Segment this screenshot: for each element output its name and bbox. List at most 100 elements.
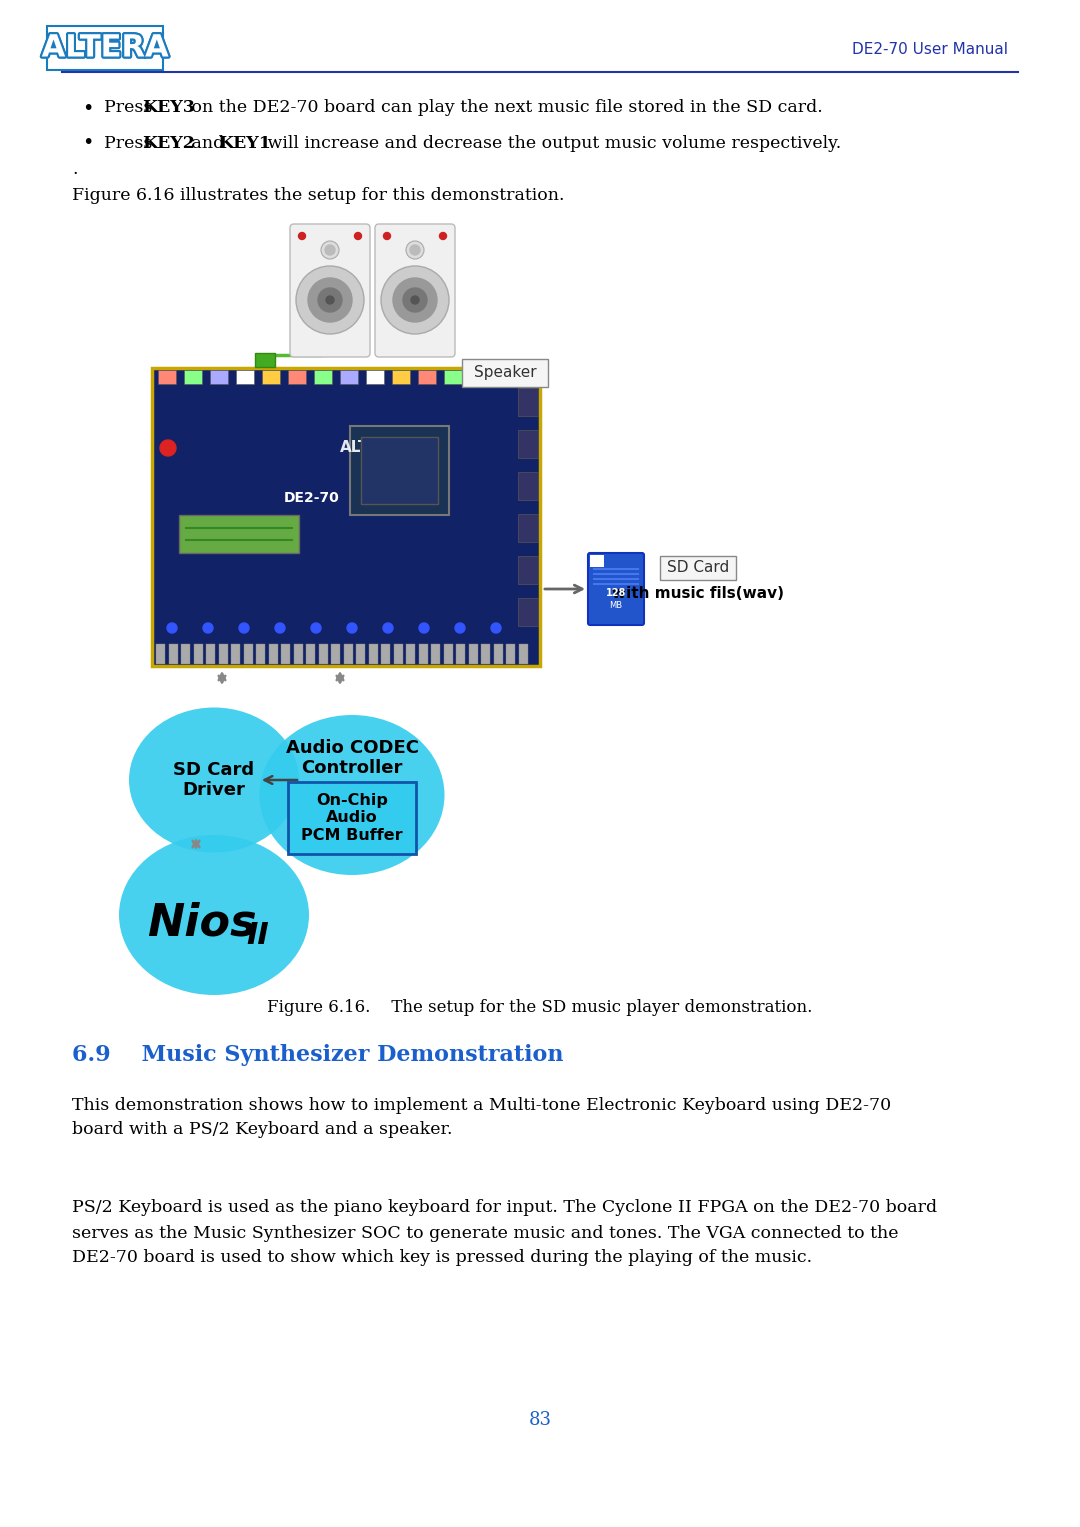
Text: ALTERA: ALTERA (340, 440, 404, 455)
Bar (518, 644, 527, 664)
Circle shape (275, 623, 285, 634)
Text: Figure 6.16 illustrates the setup for this demonstration.: Figure 6.16 illustrates the setup for th… (72, 188, 565, 205)
FancyBboxPatch shape (588, 553, 644, 625)
Text: board with a PS/2 Keyboard and a speaker.: board with a PS/2 Keyboard and a speaker… (72, 1121, 453, 1139)
Bar (494, 644, 502, 664)
Text: On-Chip
Audio
PCM Buffer: On-Chip Audio PCM Buffer (301, 793, 403, 843)
Text: •: • (82, 99, 93, 118)
Text: Press: Press (104, 134, 158, 151)
Ellipse shape (119, 835, 309, 996)
Text: Audio CODEC
Controller: Audio CODEC Controller (285, 739, 419, 777)
Bar (496, 370, 514, 383)
Text: Figure 6.16.    The setup for the SD music player demonstration.: Figure 6.16. The setup for the SD music … (268, 1000, 812, 1017)
Bar (393, 644, 403, 664)
Text: MB: MB (609, 600, 622, 609)
Bar (206, 644, 215, 664)
Ellipse shape (129, 707, 299, 852)
Circle shape (403, 289, 427, 312)
Text: ALTERA: ALTERA (42, 34, 168, 63)
Circle shape (411, 296, 419, 304)
Bar (288, 370, 306, 383)
Text: KEY2: KEY2 (141, 134, 194, 151)
Bar (444, 370, 462, 383)
Ellipse shape (259, 715, 445, 875)
Circle shape (167, 623, 177, 634)
Bar (340, 370, 357, 383)
Circle shape (296, 266, 364, 334)
Bar (507, 644, 515, 664)
Circle shape (440, 232, 446, 240)
Circle shape (406, 241, 424, 260)
Bar (184, 370, 202, 383)
Bar (518, 556, 538, 583)
Bar (381, 644, 390, 664)
Bar (168, 644, 177, 664)
Text: 128: 128 (606, 588, 626, 599)
Circle shape (419, 623, 429, 634)
Text: with music fils(wav): with music fils(wav) (612, 586, 784, 602)
Text: PS/2 Keyboard is used as the piano keyboard for input. The Cyclone II FPGA on th: PS/2 Keyboard is used as the piano keybo… (72, 1200, 937, 1217)
FancyBboxPatch shape (462, 359, 548, 386)
Bar (518, 431, 538, 458)
Text: .: . (72, 162, 78, 179)
Bar (518, 515, 538, 542)
FancyBboxPatch shape (350, 426, 449, 515)
FancyBboxPatch shape (288, 782, 416, 854)
Text: DE2-70 User Manual: DE2-70 User Manual (852, 43, 1008, 58)
Text: SD Card: SD Card (666, 560, 729, 576)
Circle shape (326, 296, 334, 304)
FancyBboxPatch shape (660, 556, 735, 580)
Bar (231, 644, 240, 664)
Circle shape (160, 440, 176, 457)
Bar (330, 644, 340, 664)
Bar (356, 644, 365, 664)
Bar (456, 644, 465, 664)
FancyBboxPatch shape (291, 224, 370, 357)
Bar (419, 644, 428, 664)
Bar (262, 370, 280, 383)
Bar (518, 599, 538, 626)
Circle shape (383, 623, 393, 634)
Bar (237, 370, 254, 383)
Bar (418, 370, 436, 383)
Circle shape (410, 244, 420, 255)
Bar (294, 644, 302, 664)
Circle shape (308, 278, 352, 322)
Text: KEY1: KEY1 (218, 134, 271, 151)
Bar (469, 644, 477, 664)
Bar (181, 644, 190, 664)
FancyBboxPatch shape (152, 368, 540, 666)
Text: KEY3: KEY3 (141, 99, 194, 116)
Circle shape (239, 623, 249, 634)
Text: II: II (246, 921, 269, 950)
Bar (444, 644, 453, 664)
Text: will increase and decrease the output music volume respectively.: will increase and decrease the output mu… (262, 134, 841, 151)
Bar (470, 370, 488, 383)
Bar (210, 370, 228, 383)
Circle shape (203, 623, 213, 634)
Bar (481, 644, 490, 664)
Circle shape (354, 232, 362, 240)
Bar (218, 644, 228, 664)
Text: ALTERA: ALTERA (42, 34, 168, 63)
Circle shape (318, 289, 342, 312)
Text: This demonstration shows how to implement a Multi-tone Electronic Keyboard using: This demonstration shows how to implemen… (72, 1096, 891, 1113)
FancyBboxPatch shape (375, 224, 455, 357)
Bar (306, 644, 315, 664)
Polygon shape (590, 554, 604, 567)
Bar (314, 370, 332, 383)
Bar (243, 644, 253, 664)
Text: DE2-70 board is used to show which key is pressed during the playing of the musi: DE2-70 board is used to show which key i… (72, 1249, 812, 1266)
Bar (193, 644, 203, 664)
Circle shape (325, 244, 335, 255)
Circle shape (347, 623, 357, 634)
Text: on the DE2-70 board can play the next music file stored in the SD card.: on the DE2-70 board can play the next mu… (186, 99, 823, 116)
Circle shape (298, 232, 306, 240)
FancyBboxPatch shape (361, 437, 438, 504)
Text: Speaker: Speaker (474, 365, 537, 380)
Circle shape (321, 241, 339, 260)
Text: SD Card
Driver: SD Card Driver (174, 760, 255, 800)
Text: serves as the Music Synthesizer SOC to generate music and tones. The VGA connect: serves as the Music Synthesizer SOC to g… (72, 1225, 899, 1241)
Bar (431, 644, 440, 664)
Circle shape (491, 623, 501, 634)
